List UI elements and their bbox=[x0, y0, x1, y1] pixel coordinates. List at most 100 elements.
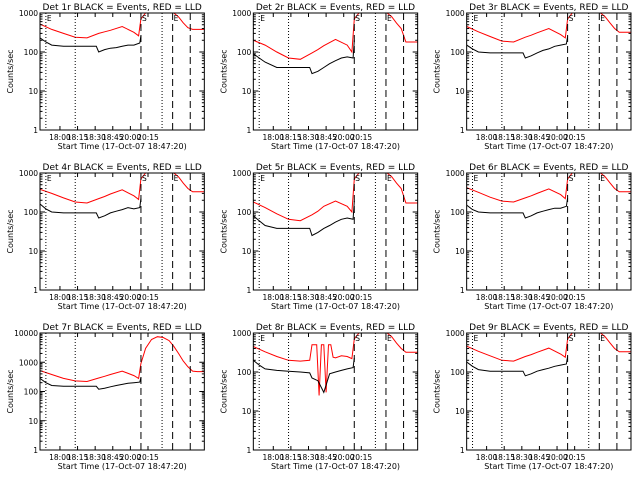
plot-area bbox=[253, 173, 418, 237]
x-axis-label: Start Time (17-Oct-07 18:47:20) bbox=[271, 302, 400, 311]
x-axis-label: Start Time (17-Oct-07 18:47:20) bbox=[484, 142, 613, 151]
time-marker-label: E bbox=[174, 174, 179, 183]
x-tick-label: 18:45 bbox=[102, 293, 124, 302]
x-tick-label: 20:00 bbox=[546, 453, 568, 462]
time-marker-label: E bbox=[260, 14, 265, 23]
y-tick-label: 100 bbox=[237, 208, 252, 217]
x-tick-label: 18:15 bbox=[280, 133, 302, 142]
x-tick-label: 18:30 bbox=[84, 133, 106, 142]
x-tick-label: 18:15 bbox=[493, 293, 515, 302]
x-tick-label: 20:00 bbox=[120, 453, 142, 462]
events-series-line bbox=[253, 357, 355, 394]
chart-title: Det 2r BLACK = Events, RED = LLD bbox=[256, 3, 415, 13]
plot-area bbox=[40, 13, 205, 53]
y-tick-label: 1 bbox=[460, 446, 465, 455]
chart-title: Det 4r BLACK = Events, RED = LLD bbox=[43, 163, 202, 173]
events-series-line bbox=[253, 40, 355, 75]
plot-area bbox=[40, 173, 205, 219]
x-tick-label: 18:15 bbox=[493, 133, 515, 142]
x-tick-label: 18:45 bbox=[315, 293, 337, 302]
time-marker-label: E bbox=[387, 334, 392, 343]
y-tick-label: 1000 bbox=[19, 169, 38, 178]
time-marker-label: E bbox=[174, 14, 179, 23]
y-tick-label: 100 bbox=[450, 208, 465, 217]
events-series-line bbox=[466, 356, 569, 377]
plot-area bbox=[253, 13, 418, 75]
chart-title: Det 5r BLACK = Events, RED = LLD bbox=[256, 163, 415, 173]
lld-series-line bbox=[466, 13, 631, 43]
x-tick-label: 18:15 bbox=[280, 293, 302, 302]
y-tick-label: 10 bbox=[28, 87, 38, 96]
y-tick-label: 1 bbox=[33, 126, 38, 135]
plot-area bbox=[466, 333, 631, 377]
plot-frame bbox=[252, 12, 419, 131]
y-tick-label: 1000 bbox=[446, 169, 465, 178]
x-tick-label: 18:30 bbox=[511, 453, 533, 462]
x-tick-label: 20:00 bbox=[546, 293, 568, 302]
y-tick-label: 1 bbox=[247, 446, 252, 455]
x-tick-label: 18:45 bbox=[529, 293, 551, 302]
time-marker-label: E bbox=[260, 334, 265, 343]
x-tick-label: 18:45 bbox=[102, 453, 124, 462]
chart-title: Det 7r BLACK = Events, RED = LLD bbox=[43, 323, 202, 333]
y-tick-label: 100 bbox=[237, 48, 252, 57]
plot-frame bbox=[39, 332, 205, 451]
y-tick-label: 1 bbox=[247, 286, 252, 295]
y-tick-label: 1000 bbox=[19, 358, 38, 367]
x-tick-label: 18:30 bbox=[511, 293, 533, 302]
x-tick-label: 20:15 bbox=[137, 453, 159, 462]
time-marker-label: S bbox=[569, 174, 574, 183]
y-axis-label: Counts/sec bbox=[433, 209, 442, 253]
events-series-line bbox=[40, 35, 142, 53]
time-marker-label: E bbox=[600, 334, 605, 343]
time-marker-label: S bbox=[142, 14, 147, 23]
y-axis-label: Counts/sec bbox=[6, 209, 15, 253]
x-tick-label: 18:30 bbox=[298, 293, 320, 302]
x-tick-label: 20:15 bbox=[351, 133, 373, 142]
plot-frame bbox=[252, 172, 419, 291]
x-tick-label: 20:00 bbox=[546, 133, 568, 142]
time-marker-label: E bbox=[260, 174, 265, 183]
x-axis-label: Start Time (17-Oct-07 18:47:20) bbox=[58, 462, 187, 471]
x-tick-label: 18:00 bbox=[49, 293, 71, 302]
time-marker-label: S bbox=[355, 334, 360, 343]
x-tick-label: 18:00 bbox=[262, 133, 284, 142]
events-series-line bbox=[466, 36, 569, 59]
y-axis-label: Counts/sec bbox=[433, 369, 442, 413]
y-axis-label: Counts/sec bbox=[219, 49, 228, 93]
x-tick-label: 20:00 bbox=[120, 293, 142, 302]
plot-frame bbox=[252, 332, 419, 451]
y-tick-label: 10 bbox=[242, 407, 252, 416]
plot-frame bbox=[39, 12, 205, 131]
x-tick-label: 20:15 bbox=[564, 133, 586, 142]
x-tick-label: 18:30 bbox=[298, 133, 320, 142]
y-tick-label: 10000 bbox=[14, 329, 38, 338]
y-axis-label: Counts/sec bbox=[219, 369, 228, 413]
chart-title: Det 8r BLACK = Events, RED = LLD bbox=[256, 323, 415, 333]
time-marker-label: S bbox=[355, 174, 360, 183]
chart-title: Det 1r BLACK = Events, RED = LLD bbox=[43, 3, 202, 13]
y-axis-label: Counts/sec bbox=[6, 49, 15, 93]
lld-series-line bbox=[466, 173, 631, 203]
lld-series-line bbox=[40, 173, 205, 204]
y-tick-label: 100 bbox=[24, 208, 39, 217]
lld-series-line bbox=[253, 13, 418, 60]
x-tick-label: 18:30 bbox=[298, 453, 320, 462]
x-tick-label: 18:15 bbox=[67, 453, 89, 462]
x-tick-label: 18:45 bbox=[315, 453, 337, 462]
x-tick-label: 20:15 bbox=[351, 293, 373, 302]
x-tick-label: 20:00 bbox=[120, 133, 142, 142]
x-tick-label: 18:00 bbox=[262, 453, 284, 462]
events-series-line bbox=[466, 197, 569, 219]
x-tick-label: 20:15 bbox=[564, 453, 586, 462]
y-tick-label: 10 bbox=[242, 247, 252, 256]
y-tick-label: 1000 bbox=[446, 9, 465, 18]
events-series-line bbox=[40, 377, 142, 390]
time-marker-label: E bbox=[47, 14, 52, 23]
